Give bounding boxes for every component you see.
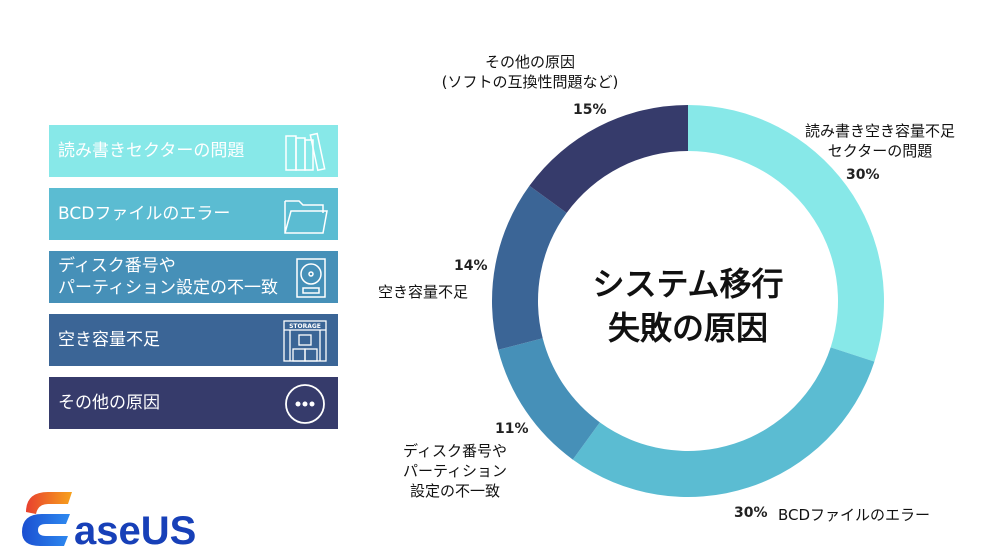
donut-slice-0 xyxy=(688,105,884,362)
legend-item-other: その他の原因 xyxy=(49,377,338,429)
slice-label-text: その他の原因 xyxy=(484,53,575,71)
slice-label-read-write: 読み書き空き容量不足 セクターの問題 xyxy=(790,121,970,161)
legend-item-disk: ディスク番号や パーティション設定の不一致 xyxy=(49,251,338,303)
legend-item-bcd: BCDファイルのエラー xyxy=(49,188,338,240)
legend-label: BCDファイルのエラー xyxy=(58,204,231,224)
legend-label: 空き容量不足 xyxy=(58,330,160,350)
slice-label-text: パーティション xyxy=(402,462,508,480)
legend-item-read-write: 読み書きセクターの問題 xyxy=(49,125,338,177)
slice-pct-disk: 11% xyxy=(495,421,529,437)
legend-label-line: ディスク番号や xyxy=(58,256,176,276)
slice-label-other: その他の原因 (ソフトの互換性問題など) xyxy=(400,52,660,92)
books-icon xyxy=(285,132,326,172)
legend-item-space: 空き容量不足 STORAGE xyxy=(49,314,338,366)
slice-pct-read-write: 30% xyxy=(846,167,880,183)
slice-label-text: (ソフトの互換性問題など) xyxy=(441,73,619,91)
logo-text: aseUS xyxy=(74,509,196,550)
more-icon xyxy=(285,384,325,424)
storage-icon: STORAGE xyxy=(283,320,327,362)
slice-pct-bcd: 30% xyxy=(734,505,768,521)
easeus-logo: aseUS xyxy=(22,492,196,550)
donut-slice-4 xyxy=(529,105,688,213)
slice-label-space: 空き容量不足 xyxy=(378,283,469,301)
slice-label-bcd: BCDファイルのエラー xyxy=(778,506,931,524)
slice-label-text: 読み書き空き容量不足 xyxy=(804,122,955,140)
slice-label-disk: ディスク番号や パーティション 設定の不一致 xyxy=(380,441,530,501)
legend-label: 読み書きセクターの問題 xyxy=(58,141,245,161)
chart-title-line: システム移行 xyxy=(592,265,784,303)
slice-pct-other: 15% xyxy=(573,102,607,118)
hard-disk-icon xyxy=(296,258,326,298)
slice-label-text: 設定の不一致 xyxy=(409,482,500,500)
chart-title: システム移行 失敗の原因 xyxy=(548,262,828,350)
legend-label-line: パーティション設定の不一致 xyxy=(58,278,278,298)
folder-icon xyxy=(284,200,328,234)
donut-slice-1 xyxy=(572,347,875,498)
storage-icon-text: STORAGE xyxy=(289,323,321,330)
donut-slice-3 xyxy=(492,185,567,350)
legend-label: その他の原因 xyxy=(58,393,160,413)
donut-slice-2 xyxy=(498,338,600,460)
slice-label-text: セクターの問題 xyxy=(827,142,933,160)
chart-title-line: 失敗の原因 xyxy=(607,309,768,347)
legend-label: ディスク番号や パーティション設定の不一致 xyxy=(58,255,278,299)
slice-label-text: ディスク番号や xyxy=(403,442,507,460)
slice-pct-space: 14% xyxy=(454,258,488,274)
